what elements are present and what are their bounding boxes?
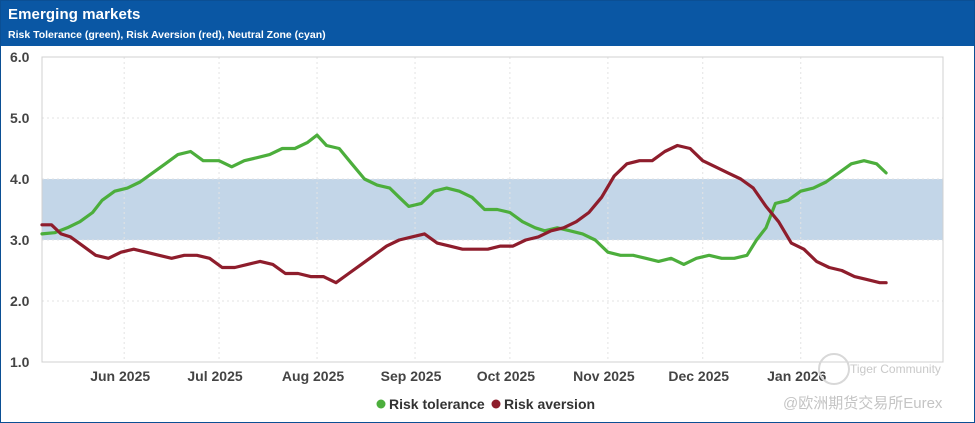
y-tick-label: 6.0 (10, 49, 30, 65)
watermark-community: Tiger Community (850, 362, 941, 376)
legend-label-risk-tolerance: Risk tolerance (389, 396, 485, 412)
x-tick-label: Jul 2025 (187, 368, 242, 384)
x-tick-label: Dec 2025 (668, 368, 729, 384)
series-line-risk-tolerance (40, 133, 888, 266)
series-line-risk-aversion (40, 143, 888, 285)
y-tick-label: 3.0 (10, 232, 30, 248)
plot-area (41, 56, 944, 363)
legend-marker-risk-tolerance (376, 399, 386, 409)
watermark-handle: @欧洲期货交易所Eurex (783, 395, 943, 412)
chart-header: Emerging markets Risk Tolerance (green),… (1, 1, 974, 46)
legend-label-risk-aversion: Risk aversion (504, 396, 595, 412)
chart-subtitle: Risk Tolerance (green), Risk Aversion (r… (8, 29, 326, 41)
y-tick-label: 5.0 (10, 110, 30, 126)
legend-marker-risk-aversion (491, 399, 501, 409)
y-tick-label: 1.0 (10, 354, 30, 370)
x-tick-label: Aug 2025 (282, 368, 344, 384)
x-tick-label: Jun 2025 (90, 368, 150, 384)
x-tick-label: Oct 2025 (477, 368, 536, 384)
x-tick-label: Nov 2025 (573, 368, 635, 384)
chart-title: Emerging markets (8, 6, 141, 23)
x-tick-label: Sep 2025 (381, 368, 442, 384)
y-tick-label: 2.0 (10, 293, 30, 309)
tiger-logo-icon (818, 353, 850, 385)
x-tick-label: Jan 2026 (767, 368, 826, 384)
y-tick-label: 4.0 (10, 171, 30, 187)
